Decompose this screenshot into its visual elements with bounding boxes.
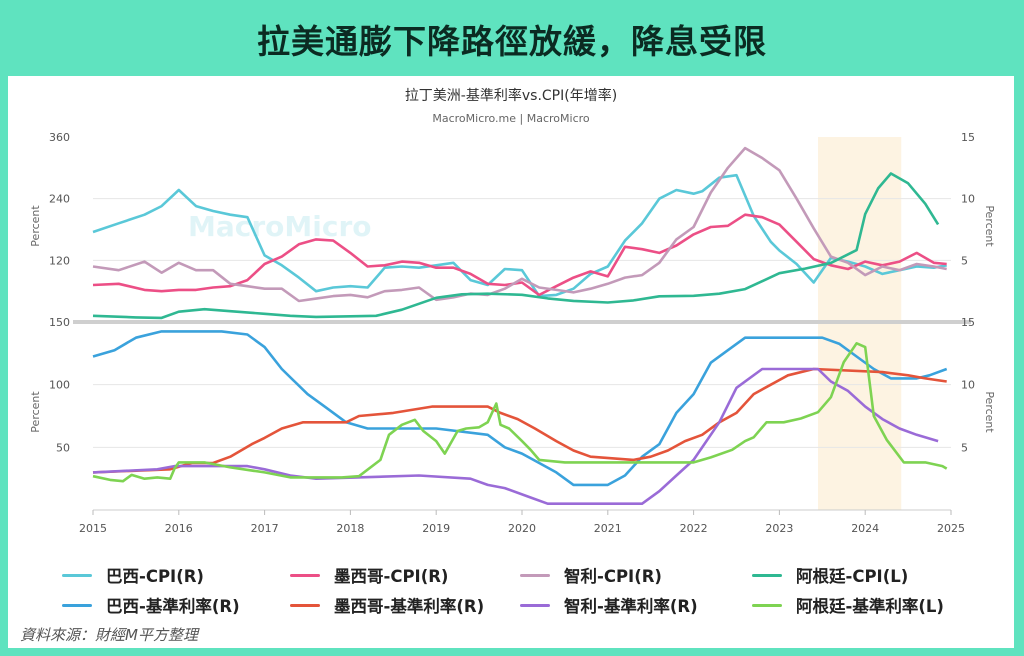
legend-swatch [752,573,782,577]
y-tick-right-top: 5 [961,254,968,267]
grid-lines [73,198,971,515]
legend-label: 墨西哥-CPI(R) [334,567,449,586]
y-label-right-bottom: Percent [983,391,996,433]
y-tick-left-top: 240 [49,193,70,206]
x-tick-label: 2021 [594,522,622,535]
series-line-7 [92,341,948,483]
legend-item[interactable]: 墨西哥-CPI(R) [290,563,448,587]
legend-label: 智利-CPI(R) [564,567,662,586]
x-tick-label: 2017 [251,522,279,535]
x-tick-label: 2016 [165,522,193,535]
series-line-3 [92,172,940,320]
series-line-1 [92,213,947,297]
legend-item[interactable]: 墨西哥-基準利率(R) [290,593,484,617]
y-tick-left-top: 120 [49,254,70,267]
y-label-right-top: Percent [983,205,996,247]
source-note: 資料來源：財經M平方整理 [20,626,198,644]
legend-swatch [290,603,320,607]
legend-label: 巴西-基準利率(R) [106,597,240,616]
x-tick-label: 2019 [422,522,450,535]
chart-title: 拉丁美洲-基準利率vs.CPI(年增率) [405,87,617,104]
y-label-left-bottom: Percent [29,391,42,433]
series-line-4 [92,330,948,487]
x-tick-label: 2025 [937,522,965,535]
y-tick-left-bottom: 100 [49,379,70,392]
series-lines [92,146,948,506]
y-tick-right-bottom: 5 [961,441,968,454]
y-label-left-top: Percent [29,205,42,247]
y-tick-right-top: 15 [961,131,975,144]
tick-labels: 360 15 240 10 120 5 150 15 100 10 50 5 2015 2016 2017 2… [49,131,975,535]
legend-label: 墨西哥-基準利率(R) [334,597,485,616]
chart-svg: 拉丁美洲-基準利率vs.CPI(年增率) MacroMicro.me | Mac… [29,87,996,535]
chart-subtitle: MacroMicro.me | MacroMicro [432,112,590,125]
x-tick-label: 2024 [851,522,879,535]
x-tick-label: 2015 [79,522,107,535]
legend-label: 巴西-CPI(R) [106,567,204,586]
series-line-2 [92,146,947,303]
legend-item[interactable]: 巴西-基準利率(R) [62,593,240,617]
legend-swatch [520,573,550,577]
legend-item[interactable]: 智利-CPI(R) [520,563,662,587]
legend-label: 阿根廷-CPI(L) [796,567,909,586]
x-tick-label: 2018 [336,522,364,535]
x-tick-label: 2020 [508,522,536,535]
legend-label: 阿根廷-基準利率(L) [796,597,944,616]
y-tick-right-bottom: 15 [961,316,975,329]
legend-item[interactable]: 智利-基準利率(R) [520,593,698,617]
y-tick-left-bottom: 50 [56,441,70,454]
legend-swatch [62,573,92,577]
y-tick-right-top: 10 [961,193,975,206]
series-line-5 [92,367,947,474]
legend-item[interactable]: 阿根廷-基準利率(L) [752,593,944,617]
y-tick-right-bottom: 10 [961,379,975,392]
page-headline: 拉美通膨下降路徑放緩，降息受限 [257,22,767,61]
y-tick-left-bottom: 150 [49,316,70,329]
chart-panel: 拉丁美洲-基準利率vs.CPI(年增率) MacroMicro.me | Mac… [8,76,1014,648]
legend-swatch [520,603,550,607]
legend-swatch [62,603,92,607]
x-tick-label: 2023 [765,522,793,535]
legend-item[interactable]: 阿根廷-CPI(L) [752,563,908,587]
legend-item[interactable]: 巴西-CPI(R) [62,563,204,587]
legend-label: 智利-基準利率(R) [564,597,698,616]
watermark-text: MacroMicro [188,210,372,243]
x-tick-label: 2022 [680,522,708,535]
legend-swatch [290,573,320,577]
legend-swatch [752,603,782,607]
y-tick-left-top: 360 [49,131,70,144]
series-line-6 [92,367,939,506]
